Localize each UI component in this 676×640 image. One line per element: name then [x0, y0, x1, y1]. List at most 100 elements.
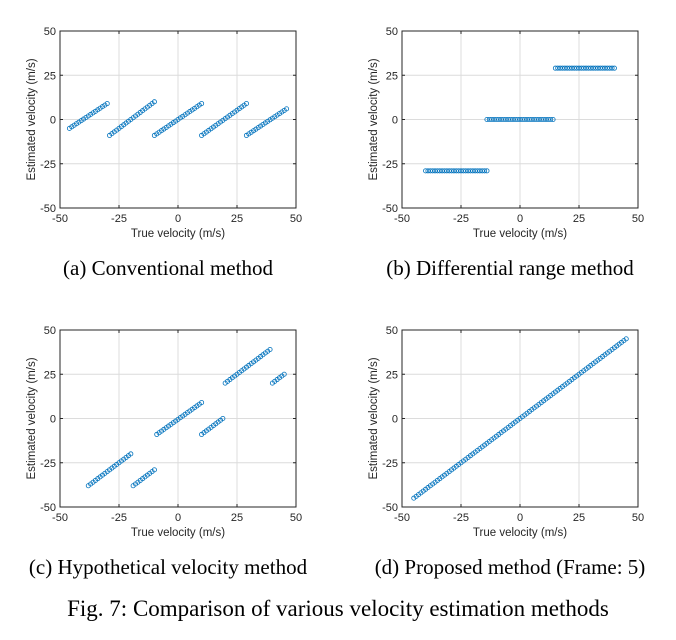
data-point — [453, 168, 459, 174]
data-point — [477, 168, 483, 174]
data-point — [486, 117, 492, 123]
data-point — [439, 168, 445, 174]
y-axis-label: Estimated velocity (m/s) — [368, 58, 380, 180]
data-point — [581, 65, 587, 71]
x-tick-label: 0 — [175, 512, 181, 524]
x-tick-label: 0 — [517, 213, 523, 225]
data-point — [467, 168, 473, 174]
data-point — [465, 168, 471, 174]
data-point — [284, 106, 290, 112]
data-point — [489, 117, 495, 123]
data-point — [607, 65, 613, 71]
chart-c: -50 -25 0 25 50 50 25 0 -25 -50 True velocity (m/s… — [26, 325, 308, 579]
data-point — [444, 168, 450, 174]
data-point — [510, 117, 516, 123]
y-axis-label: Estimated velocity (m/s) — [26, 58, 38, 180]
y-tick-label: 25 — [386, 70, 398, 82]
chart-b: -50 -25 0 25 50 50 25 0 -25 -50 True velocity (m/s… — [368, 26, 644, 280]
y-tick-label: -50 — [40, 502, 56, 514]
y-tick-label: 50 — [386, 26, 398, 38]
data-point — [576, 65, 582, 71]
data-point — [441, 168, 447, 174]
x-tick-label: 25 — [573, 512, 585, 524]
data-point — [475, 168, 481, 174]
data-point — [574, 65, 580, 71]
x-tick-label: -25 — [453, 213, 469, 225]
data-point — [496, 117, 502, 123]
y-tick-label: 25 — [386, 369, 398, 381]
data-point — [602, 65, 608, 71]
x-tick-label: -50 — [52, 213, 68, 225]
data-point — [423, 168, 429, 174]
data-point — [585, 65, 591, 71]
data-point — [491, 117, 497, 123]
data-point — [151, 467, 157, 473]
data-point — [588, 65, 594, 71]
y-tick-label: -25 — [40, 159, 56, 171]
y-tick-label: 50 — [386, 325, 398, 337]
data-point — [526, 117, 532, 123]
data-point — [484, 168, 490, 174]
data-point — [519, 117, 525, 123]
x-tick-label: -25 — [111, 512, 127, 524]
data-point — [505, 117, 511, 123]
data-point — [446, 168, 452, 174]
data-point — [427, 168, 433, 174]
data-point — [538, 117, 544, 123]
y-tick-label: -50 — [382, 203, 398, 215]
data-point — [536, 117, 542, 123]
data-point — [437, 168, 443, 174]
data-point — [548, 117, 554, 123]
data-point — [597, 65, 603, 71]
y-tick-label: 50 — [44, 26, 56, 38]
data-point — [434, 168, 440, 174]
data-point — [460, 168, 466, 174]
chart-d: -50 -25 0 25 50 50 25 0 -25 -50 True velocity (m/s… — [368, 325, 645, 579]
data-point — [517, 117, 523, 123]
data-point — [456, 168, 462, 174]
data-point — [472, 168, 478, 174]
data-point — [567, 65, 573, 71]
data-point — [543, 117, 549, 123]
x-tick-label: -25 — [111, 213, 127, 225]
x-axis-label: True velocity (m/s) — [473, 527, 567, 539]
data-point — [534, 117, 540, 123]
x-tick-label: -25 — [453, 512, 469, 524]
x-tick-label: 0 — [517, 512, 523, 524]
data-point — [267, 346, 273, 352]
data-point — [583, 65, 589, 71]
data-point — [463, 168, 469, 174]
y-tick-label: 25 — [44, 70, 56, 82]
x-tick-label: 0 — [175, 213, 181, 225]
data-point — [611, 65, 617, 71]
data-point — [604, 65, 610, 71]
y-tick-label: 0 — [50, 115, 56, 127]
data-point — [571, 65, 577, 71]
data-point — [512, 117, 518, 123]
data-point — [479, 168, 485, 174]
figure-caption: Fig. 7: Comparison of various velocity e… — [67, 596, 609, 621]
x-tick-label: -50 — [52, 512, 68, 524]
data-point — [524, 117, 530, 123]
y-tick-label: -50 — [382, 502, 398, 514]
subcaption-a: (a) Conventional method — [63, 256, 273, 280]
data-point — [555, 65, 561, 71]
data-point — [595, 65, 601, 71]
data-point — [243, 101, 249, 107]
data-point — [451, 168, 457, 174]
data-point — [128, 451, 134, 457]
data-point — [500, 117, 506, 123]
data-point — [449, 168, 455, 174]
subcaption-c: (c) Hypothetical velocity method — [29, 555, 308, 579]
data-point — [281, 371, 287, 377]
data-point — [522, 117, 528, 123]
subcaption-d: (d) Proposed method (Frame: 5) — [375, 555, 646, 579]
data-point — [609, 65, 615, 71]
data-point — [590, 65, 596, 71]
data-point — [545, 117, 551, 123]
data-point — [569, 65, 575, 71]
x-tick-label: 25 — [231, 213, 243, 225]
y-tick-label: -25 — [382, 458, 398, 470]
data-point — [593, 65, 599, 71]
data-point — [552, 65, 558, 71]
